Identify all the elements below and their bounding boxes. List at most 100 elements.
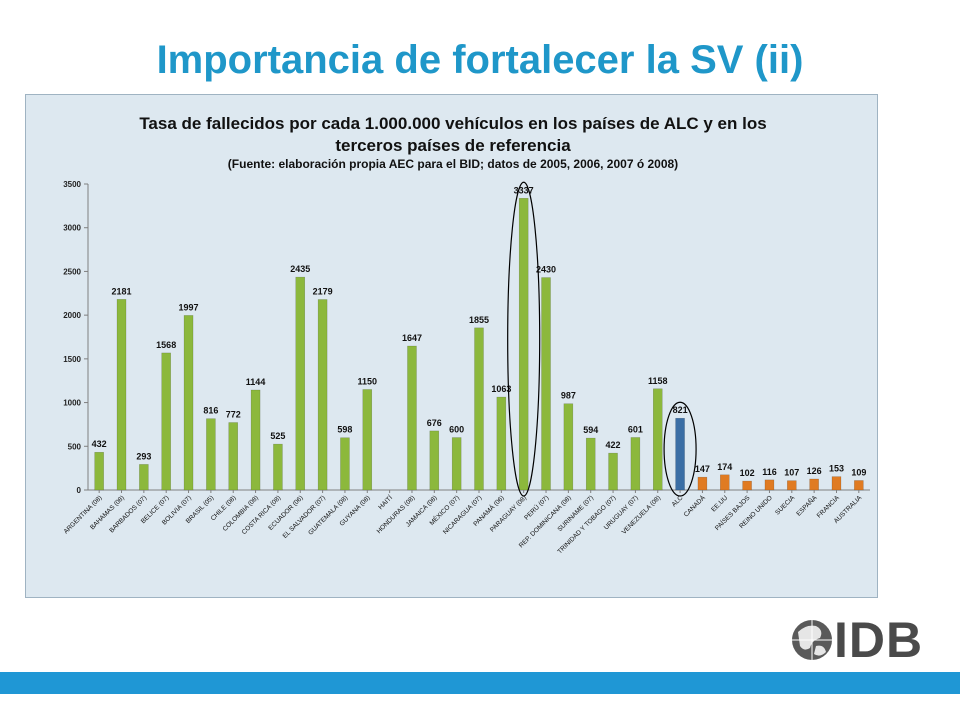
bottom-bar [0,672,960,694]
chart-panel: Tasa de fallecidos por cada 1.000.000 ve… [25,94,878,598]
data-label: 2181 [111,286,131,296]
data-label: 821 [673,405,688,415]
x-tick-label: HAITÍ [376,493,394,511]
data-label: 600 [449,425,464,435]
data-label: 174 [717,462,732,472]
data-label: 3337 [514,185,534,195]
data-label: 1855 [469,315,489,325]
bar [429,430,440,491]
x-tick-label: VENEZUELA (08) [621,494,662,535]
bar [317,299,328,491]
data-label: 109 [851,467,866,477]
data-label: 2435 [290,264,310,274]
bar [451,437,462,491]
bar [787,480,797,491]
bar [139,464,149,491]
data-label: 525 [270,431,285,441]
data-label: 772 [226,410,241,420]
data-label: 1158 [648,376,668,386]
bar [742,480,752,491]
data-label: 601 [628,424,643,434]
data-label: 816 [203,406,218,416]
bar [585,437,596,491]
data-label: 153 [829,464,844,474]
bar [541,277,551,491]
highlight-ellipse [663,401,697,497]
chart-subtitle: (Fuente: elaboración propia AEC para el … [227,157,679,171]
bar [630,437,641,491]
data-label: 1144 [246,377,266,387]
data-label: 147 [695,464,710,474]
chart-title-line2: terceros países de referencia [335,136,571,155]
x-tick-label: EE.UU [710,494,729,513]
bar [854,480,864,491]
bar [720,474,730,491]
data-label: 126 [807,466,822,476]
data-label: 1063 [491,384,511,394]
x-tick-label: ARGENTINA (08) [63,494,104,535]
bar [563,403,574,491]
chart-title: Tasa de fallecidos por cada 1.000.000 ve… [86,113,820,157]
y-tick-label: 1500 [63,355,81,364]
data-label: 594 [583,425,598,435]
bar [250,389,261,491]
data-label: 432 [92,439,107,449]
highlight-ellipse [507,181,541,497]
data-label: 422 [606,440,621,450]
data-label: 2430 [536,265,556,275]
slide-title: Importancia de fortalecer la SV (ii) [156,38,804,82]
bar [206,418,216,491]
x-tick-label: ALC [671,494,685,508]
x-tick-label: CANADÁ [681,493,707,519]
bar [94,451,104,491]
x-tick-label: COSTA RICA (08) [241,494,283,536]
bar [116,299,127,491]
bar [697,476,708,491]
y-tick-label: 500 [68,442,82,451]
x-tick-label: GUATEMALA (08) [307,494,349,536]
bar [273,443,283,491]
data-label: 107 [784,468,799,478]
bar [340,437,350,491]
bar [161,352,171,491]
x-tick-label: SUECIA [774,494,797,517]
data-label: 102 [740,468,755,478]
data-label: 1568 [156,340,176,350]
y-tick-label: 3000 [63,224,81,233]
x-tick-label: NICARAGUA (07) [442,494,483,535]
bar [496,396,507,491]
bar [407,345,417,491]
bar [809,478,819,491]
y-tick-label: 2500 [63,267,81,276]
data-label: 987 [561,391,576,401]
data-label: 1997 [179,302,199,312]
bar [764,479,775,491]
y-tick-label: 1000 [63,399,81,408]
data-label: 293 [136,451,151,461]
bar [362,389,373,491]
bar [831,476,842,491]
y-tick-label: 0 [77,486,82,495]
bar [183,315,194,491]
bar [228,422,238,491]
bar [518,198,529,491]
data-label: 1647 [402,333,422,343]
idb-logo: IDB [790,612,930,668]
y-tick-label: 3500 [63,180,81,189]
data-label: 676 [427,418,442,428]
bar [474,327,484,491]
bar [652,388,663,491]
bar [608,452,618,491]
data-label: 1150 [358,376,378,386]
logo-text: IDB [834,612,924,668]
bar-chart: 0 500 1000 1500 2000 2500 3000 3500 432 ARGENTINA… [63,180,870,556]
y-tick-label: 2000 [63,311,81,320]
bar [295,276,306,491]
x-tick-label: EL SALVADOR (07) [282,494,327,539]
data-label: 598 [337,425,352,435]
data-label: 2179 [313,286,333,296]
chart-title-line1: Tasa de fallecidos por cada 1.000.000 ve… [139,114,767,133]
globe-icon [792,620,832,660]
bar [675,417,685,491]
data-label: 116 [762,467,777,477]
